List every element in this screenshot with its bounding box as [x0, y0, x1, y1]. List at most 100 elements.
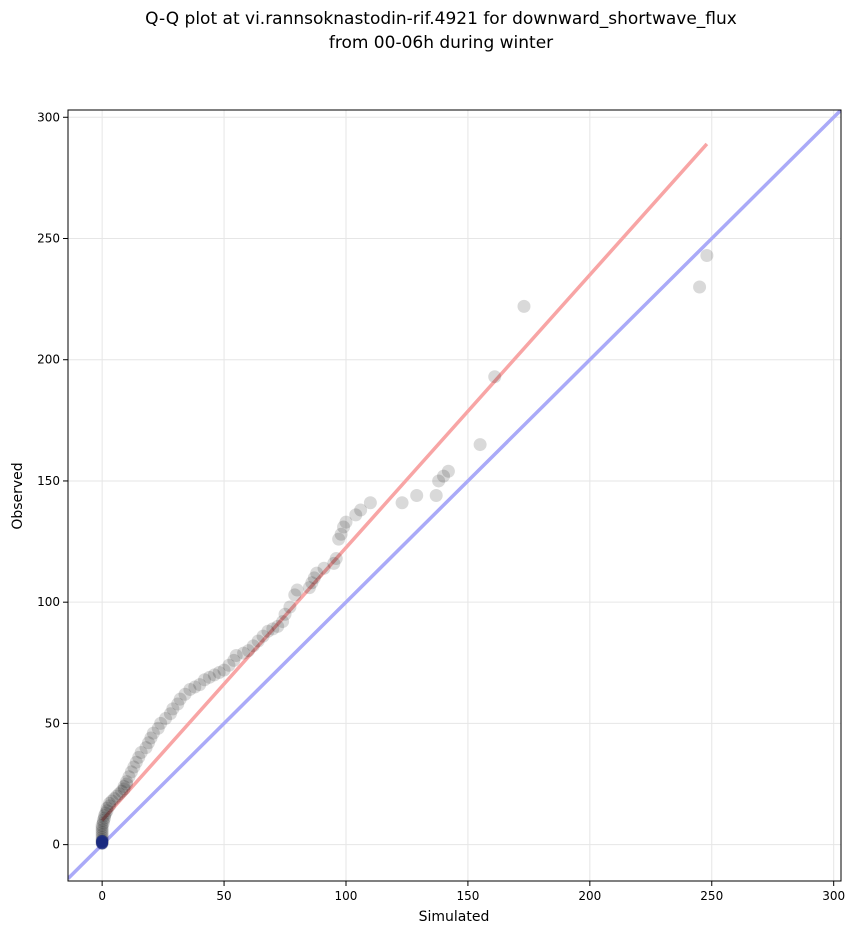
data-point	[154, 716, 168, 730]
data-point	[241, 644, 255, 658]
data-point	[290, 583, 304, 597]
y-tick-label: 100	[37, 595, 60, 609]
y-axis-label: Observed	[10, 462, 26, 529]
x-axis-label: Simulated	[419, 909, 490, 925]
chart-title-line-2: from 00-06h during winter	[329, 33, 553, 53]
data-point	[349, 508, 363, 522]
y-axis-ticks: 0 50 100 150 200 250 300	[37, 110, 68, 852]
data-point	[271, 619, 285, 633]
data-point	[276, 615, 290, 629]
data-point	[517, 299, 531, 313]
data-point	[217, 663, 231, 677]
data-point	[278, 607, 292, 621]
y-tick-label: 200	[37, 353, 60, 367]
data-point	[173, 692, 187, 706]
data-point	[337, 520, 351, 534]
data-point	[251, 634, 265, 648]
y-tick-label: 150	[37, 474, 60, 488]
data-point	[261, 624, 275, 638]
data-point	[117, 779, 131, 793]
data-point	[307, 571, 321, 585]
x-tick-label: 300	[822, 889, 845, 903]
data-point	[96, 816, 110, 830]
x-tick-label: 150	[456, 889, 479, 903]
data-point	[120, 775, 134, 789]
data-point	[305, 576, 319, 590]
data-point	[432, 474, 446, 488]
data-point	[100, 801, 114, 815]
y-tick-label: 50	[45, 716, 60, 730]
data-point	[151, 721, 165, 735]
data-point	[98, 809, 112, 823]
data-point	[100, 804, 114, 818]
plot-frame	[67, 109, 842, 882]
data-point	[95, 823, 109, 837]
data-point	[332, 532, 346, 546]
data-point	[120, 777, 134, 791]
data-point	[441, 464, 455, 478]
x-tick-label: 250	[700, 889, 723, 903]
chart-title-line-1: Q-Q plot at vi.rannsoknastodin-rif.4921 …	[145, 9, 737, 29]
data-point	[188, 680, 202, 694]
data-point	[95, 818, 109, 832]
data-point	[107, 792, 121, 806]
identity-line	[68, 110, 841, 880]
data-point	[132, 750, 146, 764]
data-point	[700, 248, 714, 262]
data-point	[437, 469, 451, 483]
data-point	[163, 707, 177, 721]
data-point	[288, 588, 302, 602]
data-point	[139, 741, 153, 755]
data-point	[146, 726, 160, 740]
data-point	[99, 806, 113, 820]
x-tick-label: 50	[216, 889, 231, 903]
data-point	[363, 496, 377, 510]
data-point	[227, 653, 241, 667]
data-point	[178, 687, 192, 701]
data-point	[144, 731, 158, 745]
data-point	[317, 561, 331, 575]
data-point	[229, 649, 243, 663]
data-point	[212, 665, 226, 679]
data-point	[105, 794, 119, 808]
data-point	[202, 670, 216, 684]
data-point	[329, 552, 343, 566]
data-point	[193, 678, 207, 692]
y-tick-label: 300	[37, 110, 60, 124]
data-point	[98, 811, 112, 825]
data-point	[237, 646, 251, 660]
data-point	[102, 796, 116, 810]
data-point-low	[96, 834, 109, 847]
data-point	[207, 668, 221, 682]
data-point	[171, 697, 185, 711]
data-point	[256, 629, 270, 643]
data-point	[110, 789, 124, 803]
data-point	[283, 600, 297, 614]
data-point	[141, 736, 155, 750]
data-point	[222, 658, 236, 672]
fit-line-group	[100, 142, 709, 822]
identity-line-group	[68, 110, 841, 880]
data-point	[117, 782, 131, 796]
data-point	[102, 799, 116, 813]
data-point	[115, 784, 129, 798]
data-point	[198, 673, 212, 687]
data-point	[183, 682, 197, 696]
data-point	[266, 622, 280, 636]
data-point	[122, 770, 136, 784]
y-tick-label: 0	[52, 838, 60, 852]
data-point	[166, 702, 180, 716]
data-point	[334, 527, 348, 541]
data-point	[473, 438, 487, 452]
data-point	[395, 496, 409, 510]
data-point	[129, 755, 143, 769]
data-point	[302, 581, 316, 595]
quantile-points	[95, 248, 714, 850]
x-tick-label: 200	[578, 889, 601, 903]
data-point	[488, 370, 502, 384]
x-tick-label: 100	[335, 889, 358, 903]
data-point	[95, 826, 109, 840]
data-point	[112, 787, 126, 801]
